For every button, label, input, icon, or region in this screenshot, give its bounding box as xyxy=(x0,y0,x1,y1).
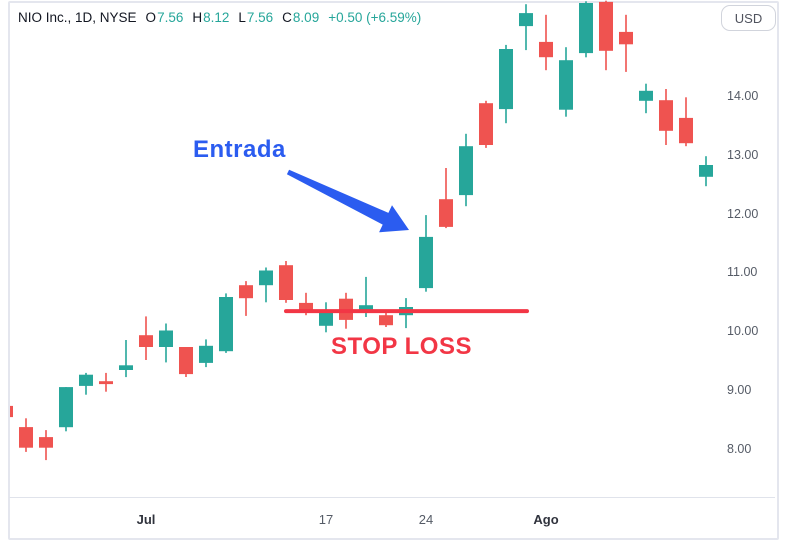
candle-body xyxy=(619,31,633,45)
candle-body xyxy=(479,103,493,145)
candle-body xyxy=(139,335,153,347)
candle-body xyxy=(579,3,593,54)
candle-body xyxy=(119,365,133,370)
candle-body xyxy=(39,437,53,448)
chart-border-frame xyxy=(8,1,779,540)
candle-body xyxy=(259,270,273,286)
symbol-legend: NIO Inc., 1D, NYSE O7.56 H8.12 L7.56 C8.… xyxy=(18,8,421,26)
price-axis[interactable]: 14.00 13.00 12.00 11.00 10.00 9.00 8.00 xyxy=(722,0,777,497)
currency-button[interactable]: USD xyxy=(721,5,776,31)
candle-body xyxy=(79,374,93,386)
candle-body xyxy=(299,302,313,313)
candle-body xyxy=(359,305,373,312)
candle-body xyxy=(519,13,533,27)
candle-body xyxy=(419,236,433,289)
time-tick-label: 17 xyxy=(318,512,334,527)
time-tick-label: Ago xyxy=(533,512,559,527)
candle-body xyxy=(679,117,693,144)
candle-body xyxy=(639,90,653,101)
entry-annotation-label[interactable]: Entrada xyxy=(193,136,286,163)
candle-body xyxy=(439,199,453,227)
candle-wick xyxy=(525,4,527,51)
price-tick-label: 8.00 xyxy=(727,442,752,457)
candle-body xyxy=(19,427,33,448)
candle-body xyxy=(599,1,613,51)
change-value: +0.50 (+6.59%) xyxy=(328,9,422,25)
candle-body xyxy=(199,345,213,363)
candle-body xyxy=(219,297,233,352)
candle-body xyxy=(99,381,113,385)
candle-body xyxy=(10,405,13,418)
candle-body xyxy=(379,315,393,326)
symbol-title[interactable]: NIO Inc., 1D, NYSE xyxy=(18,9,137,25)
candle-body xyxy=(499,49,513,110)
price-tick-label: 13.00 xyxy=(727,147,759,162)
candle-body xyxy=(699,165,713,177)
time-tick-label: Jul xyxy=(136,512,156,527)
entry-arrow[interactable] xyxy=(286,169,409,233)
price-tick-label: 12.00 xyxy=(727,206,759,221)
stop-loss-annotation-label[interactable]: STOP LOSS xyxy=(331,333,472,360)
candle-wick xyxy=(245,281,247,316)
price-tick-label: 11.00 xyxy=(727,265,758,280)
time-tick-label: 24 xyxy=(418,512,434,527)
time-axis[interactable]: Jul 17 24 Ago xyxy=(9,498,775,536)
candle-wick xyxy=(125,340,127,378)
candle-body xyxy=(559,60,573,110)
candle-body xyxy=(179,347,193,375)
candle-body xyxy=(459,146,473,196)
candle-body xyxy=(539,41,553,58)
price-tick-label: 10.00 xyxy=(727,324,759,339)
candle-wick xyxy=(445,168,447,229)
ohlc-open: O7.56 xyxy=(145,9,184,25)
candle-body xyxy=(159,330,173,347)
time-axis-separator xyxy=(9,497,775,498)
candle-body xyxy=(239,285,253,299)
candle-body xyxy=(279,265,293,300)
candle-body xyxy=(59,387,73,428)
candle-body xyxy=(319,311,333,326)
ohlc-low: L7.56 xyxy=(238,9,274,25)
ohlc-high: H8.12 xyxy=(192,9,230,25)
price-tick-label: 9.00 xyxy=(727,383,752,398)
price-tick-label: 14.00 xyxy=(727,88,759,103)
candle-body xyxy=(659,100,673,131)
candles-layer xyxy=(5,0,713,461)
ohlc-close: C8.09 xyxy=(282,9,320,25)
candle-wick xyxy=(365,276,367,317)
candle-wick xyxy=(5,405,7,418)
